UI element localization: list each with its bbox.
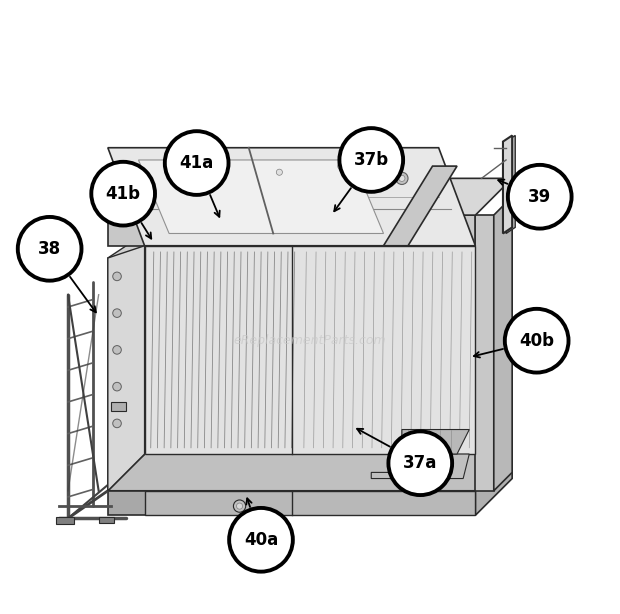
Polygon shape [108, 491, 476, 515]
Circle shape [335, 160, 347, 172]
Polygon shape [108, 246, 144, 491]
Text: 37b: 37b [353, 151, 389, 169]
Text: 37a: 37a [403, 454, 438, 472]
Circle shape [229, 508, 293, 572]
Circle shape [182, 178, 193, 190]
Circle shape [337, 163, 343, 169]
Circle shape [508, 165, 572, 228]
Polygon shape [144, 246, 476, 454]
Circle shape [113, 272, 122, 281]
Circle shape [113, 383, 122, 391]
Circle shape [396, 172, 408, 184]
Circle shape [339, 128, 403, 192]
Circle shape [505, 309, 569, 373]
Polygon shape [494, 196, 512, 491]
Circle shape [113, 309, 122, 317]
Text: 40a: 40a [244, 530, 278, 549]
Text: 39: 39 [528, 188, 551, 206]
Circle shape [165, 131, 229, 195]
Bar [99, 516, 114, 523]
Polygon shape [506, 136, 515, 233]
Polygon shape [108, 233, 144, 491]
Polygon shape [144, 491, 476, 515]
Polygon shape [402, 430, 469, 454]
Polygon shape [503, 136, 512, 233]
Polygon shape [108, 178, 512, 215]
Polygon shape [476, 454, 512, 515]
Polygon shape [108, 215, 476, 246]
Polygon shape [108, 148, 476, 246]
Polygon shape [138, 160, 384, 233]
Circle shape [18, 217, 81, 281]
Circle shape [113, 346, 122, 354]
Circle shape [236, 503, 242, 509]
Circle shape [277, 169, 283, 175]
Text: 41b: 41b [105, 185, 141, 203]
Circle shape [399, 175, 405, 181]
Bar [56, 517, 74, 524]
Text: eReplacementParts.com: eReplacementParts.com [234, 334, 386, 347]
Circle shape [388, 432, 452, 495]
Text: 38: 38 [38, 240, 61, 258]
Bar [111, 402, 126, 411]
Polygon shape [108, 454, 512, 491]
Polygon shape [476, 215, 494, 491]
Circle shape [184, 181, 190, 187]
Polygon shape [384, 166, 457, 246]
Polygon shape [371, 454, 469, 478]
Text: 40b: 40b [519, 332, 554, 350]
Circle shape [91, 162, 155, 225]
Circle shape [273, 166, 285, 178]
Circle shape [113, 419, 122, 428]
Circle shape [233, 500, 246, 512]
Text: 41a: 41a [180, 154, 214, 172]
